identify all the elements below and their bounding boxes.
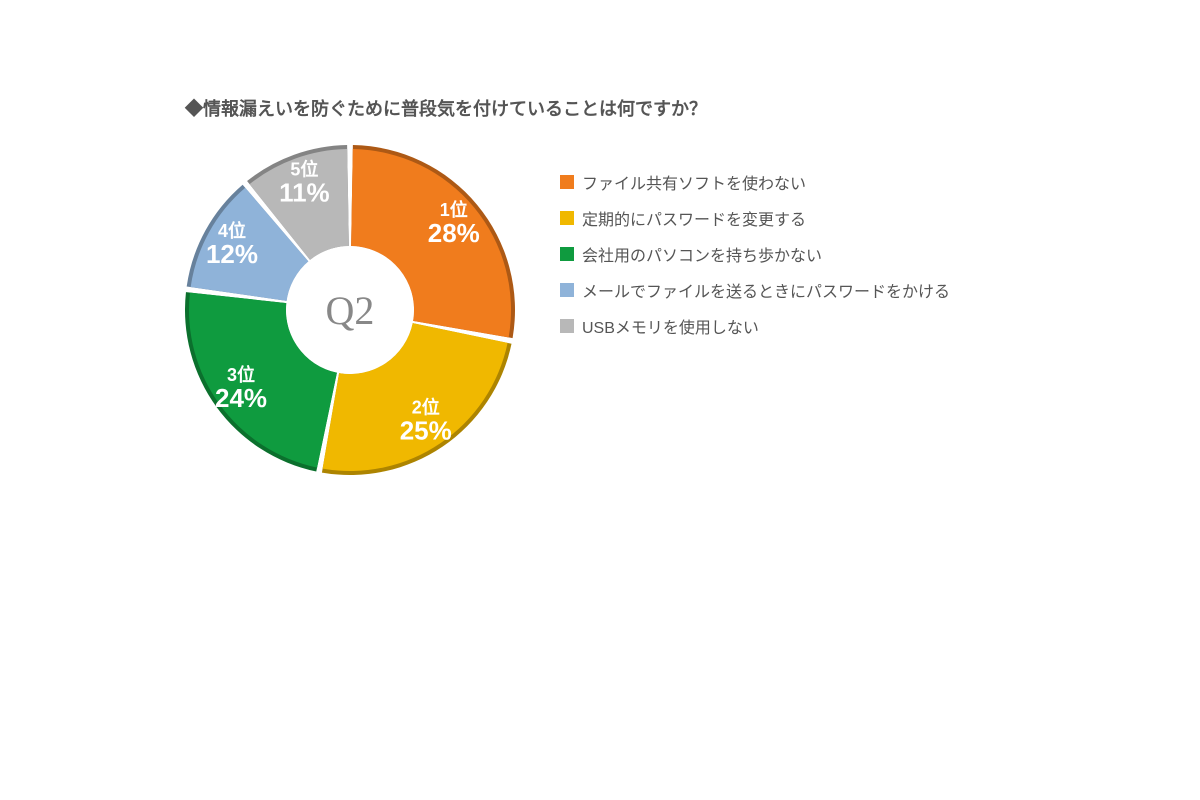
slice-rank-3: 3位: [227, 364, 255, 385]
legend: ファイル共有ソフトを使わない定期的にパスワードを変更する会社用のパソコンを持ち歩…: [560, 170, 950, 350]
legend-label: 定期的にパスワードを変更する: [582, 206, 806, 230]
slice-rank-4: 4位: [218, 220, 246, 241]
legend-label: 会社用のパソコンを持ち歩かない: [582, 242, 822, 266]
slice-pct-3: 24%: [215, 383, 267, 413]
legend-item-4: メールでファイルを送るときにパスワードをかける: [560, 278, 950, 302]
legend-item-2: 定期的にパスワードを変更する: [560, 206, 950, 230]
slice-pct-4: 12%: [206, 239, 258, 269]
slice-rank-1: 1位: [440, 199, 468, 220]
slice-rank-5: 5位: [290, 158, 318, 179]
slice-pct-5: 11%: [279, 177, 330, 207]
legend-swatch: [560, 319, 574, 333]
legend-item-1: ファイル共有ソフトを使わない: [560, 170, 950, 194]
chart-title: ◆情報漏えいを防ぐために普段気を付けていることは何ですか？: [185, 95, 707, 121]
slice-pct-2: 25%: [400, 415, 452, 445]
legend-swatch: [560, 283, 574, 297]
center-label: Q2: [326, 288, 375, 333]
slice-pct-1: 28%: [428, 218, 480, 248]
donut-chart: Q2 1位28% 2位25% 3位24% 4位12% 5位11%: [185, 145, 515, 475]
legend-swatch: [560, 211, 574, 225]
legend-label: USBメモリを使用しない: [582, 314, 759, 338]
legend-label: メールでファイルを送るときにパスワードをかける: [582, 278, 950, 302]
legend-swatch: [560, 175, 574, 189]
legend-item-3: 会社用のパソコンを持ち歩かない: [560, 242, 950, 266]
slice-rank-2: 2位: [412, 396, 440, 417]
legend-item-5: USBメモリを使用しない: [560, 314, 950, 338]
legend-swatch: [560, 247, 574, 261]
legend-label: ファイル共有ソフトを使わない: [582, 170, 806, 194]
